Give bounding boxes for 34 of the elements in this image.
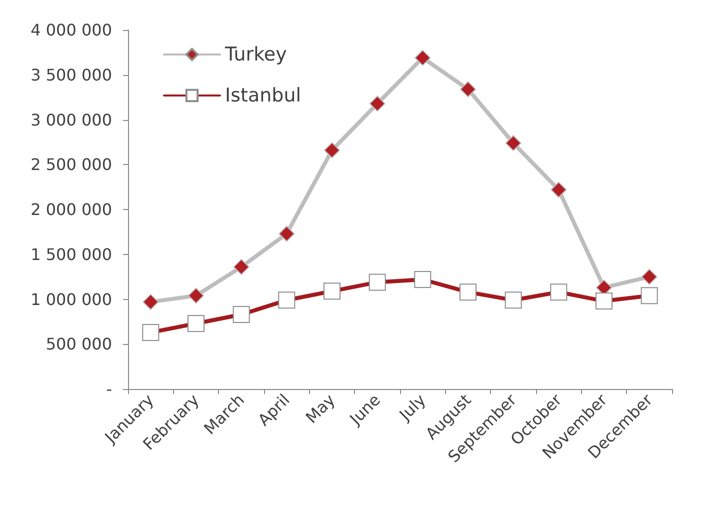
point xyxy=(188,288,204,304)
y-tick-label: 4 000 000 xyxy=(30,20,112,40)
point xyxy=(278,292,296,309)
y-tick-label: - xyxy=(106,380,112,398)
point xyxy=(550,284,568,301)
point xyxy=(640,287,658,304)
point xyxy=(233,258,250,275)
point xyxy=(142,324,160,341)
legend-label: Turkey xyxy=(224,44,287,66)
point xyxy=(324,282,340,300)
point xyxy=(414,271,432,288)
point xyxy=(596,292,612,310)
y-tick-label: 2 500 000 xyxy=(30,155,112,174)
point xyxy=(550,182,567,198)
y-tick-label: 3 000 000 xyxy=(30,110,112,130)
point xyxy=(324,142,340,158)
y-tick-label: 500 000 xyxy=(46,334,112,354)
point xyxy=(232,306,250,324)
y-tick-label: 1 500 000 xyxy=(30,244,112,264)
point xyxy=(641,268,658,285)
point xyxy=(460,284,476,301)
y-tick-label: 3 500 000 xyxy=(30,65,112,84)
point xyxy=(188,314,204,332)
y-tick-label: 1 000 000 xyxy=(30,290,112,309)
y-tick-label: 2 000 000 xyxy=(30,200,112,219)
point xyxy=(414,50,431,66)
legend-label: Istanbul xyxy=(225,84,302,106)
point xyxy=(369,96,386,112)
point xyxy=(505,135,522,152)
point xyxy=(142,294,159,310)
point xyxy=(460,81,476,98)
point xyxy=(368,274,386,291)
point xyxy=(278,226,295,242)
point xyxy=(504,292,522,309)
